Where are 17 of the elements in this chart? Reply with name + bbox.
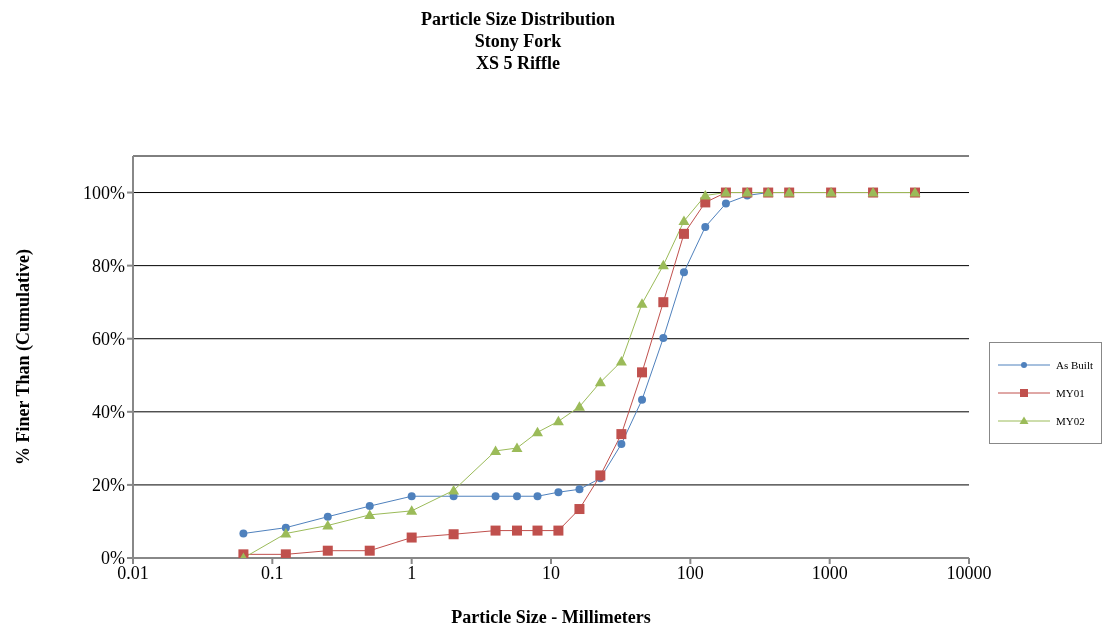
x-tick-label: 10 — [542, 562, 561, 583]
y-tick-label: 80% — [92, 256, 125, 277]
x-tick-label: 10000 — [946, 562, 992, 583]
y-axis-title: % Finer Than (Cumulative) — [13, 249, 35, 465]
chart-title: Particle Size Distribution Stony Fork XS 5 Riffle — [420, 8, 616, 75]
x-tick-label: 1 — [407, 562, 417, 583]
x-tick-label: 1000 — [811, 562, 848, 583]
x-tick-label: 100 — [676, 562, 704, 583]
x-tick-label: 0.1 — [261, 562, 284, 583]
y-tick-label: 20% — [92, 475, 125, 496]
y-tick-label: 40% — [92, 402, 125, 423]
x-axis-title: Particle Size - Millimeters — [451, 607, 651, 627]
legend-label: As Built — [1056, 359, 1093, 371]
y-tick-label: 60% — [92, 329, 125, 350]
legend-label: MY01 — [1056, 387, 1085, 399]
y-tick-label: 100% — [83, 182, 125, 203]
legend-label: MY02 — [1056, 415, 1085, 427]
